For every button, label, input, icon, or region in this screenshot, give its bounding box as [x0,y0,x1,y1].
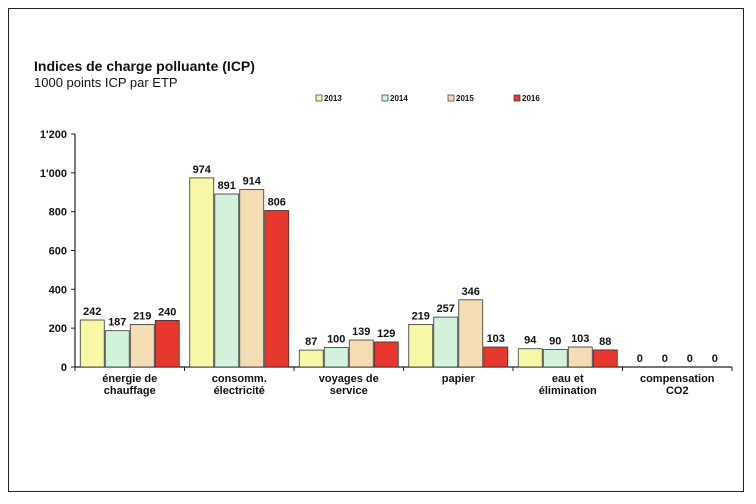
x-tick-label: électricité [214,385,265,397]
y-tick-label: 1'200 [40,129,67,141]
data-label: 257 [437,303,455,315]
x-tick-label: voyages de [319,373,379,385]
bar [592,349,618,368]
x-tick-label: consomm. [212,373,267,385]
bar [298,349,324,368]
data-label: 139 [352,326,370,338]
legend-swatch [315,94,323,102]
y-tick-label: 800 [49,207,67,219]
x-tick-label: papier [442,373,476,385]
y-tick-label: 200 [49,323,67,335]
data-label: 891 [218,180,236,192]
bar [433,316,459,368]
bar [129,324,155,368]
bar [458,299,484,368]
legend-label: 2016 [522,94,540,103]
bar [323,347,349,368]
data-label: 100 [327,334,345,346]
y-tick-label: 1'000 [40,168,67,180]
data-label: 914 [243,176,262,188]
bar [154,319,180,368]
x-tick-label: chauffage [104,385,156,397]
bar [408,324,434,368]
data-label: 90 [549,336,561,348]
bar [214,193,240,368]
data-label: 806 [268,197,286,209]
bar [567,346,593,368]
data-label: 129 [377,328,395,340]
legend-label: 2014 [390,94,408,103]
x-tick-label: compensation [640,373,715,385]
data-label: 0 [662,353,668,365]
bar [483,346,509,368]
data-label: 974 [193,164,212,176]
chart-subtitle: 1000 points ICP par ETP [34,75,178,90]
data-label: 240 [158,306,176,318]
x-tick-label: CO2 [666,385,689,397]
data-label: 242 [83,306,101,318]
y-tick-label: 400 [49,284,67,296]
data-label: 0 [637,353,643,365]
bar [264,210,290,368]
data-label: 103 [571,333,589,345]
data-label: 187 [108,317,126,329]
bar [189,177,215,368]
data-label: 346 [462,286,480,298]
data-label: 219 [133,310,151,322]
bar [517,348,543,368]
x-tick-label: service [330,385,368,397]
legend-label: 2015 [456,94,474,103]
data-label: 103 [487,333,505,345]
x-tick-label: énergie de [102,373,157,385]
legend-swatch [381,94,389,102]
data-label: 0 [687,353,693,365]
bar [348,339,374,368]
legend-label: 2013 [324,94,342,103]
chart-frame [8,8,744,492]
y-tick-label: 600 [49,246,67,258]
bar [239,189,265,368]
bar [542,349,568,368]
data-label: 94 [524,335,537,347]
bar [373,341,399,368]
chart-title: Indices de charge polluante (ICP) [34,58,255,74]
data-label: 88 [599,336,611,348]
legend-swatch [447,94,455,102]
x-tick-label: eau et [552,373,584,385]
y-tick-label: 0 [61,362,67,374]
legend-swatch [513,94,521,102]
data-label: 0 [712,353,718,365]
bar [79,319,105,368]
data-label: 87 [305,336,317,348]
x-tick-label: élimination [539,385,597,397]
data-label: 219 [412,310,430,322]
bar [104,330,130,368]
